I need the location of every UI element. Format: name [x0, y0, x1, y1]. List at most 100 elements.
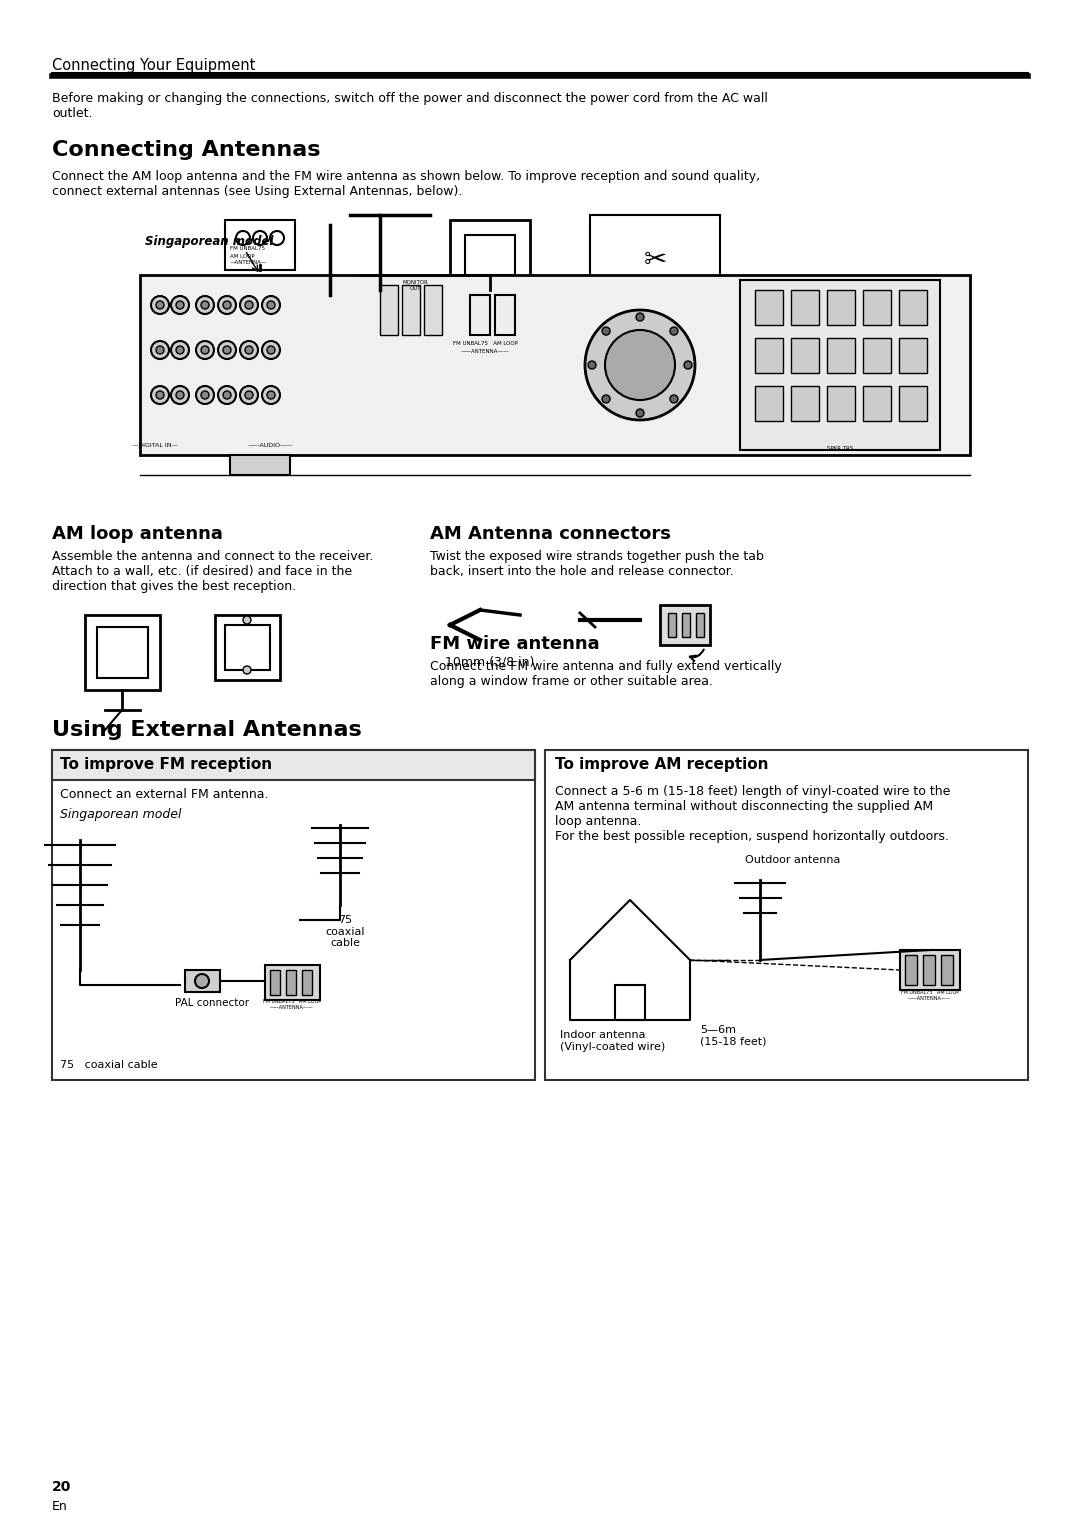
- Circle shape: [585, 310, 696, 420]
- Bar: [905, 955, 917, 984]
- Bar: [590, 215, 720, 305]
- Circle shape: [218, 386, 237, 404]
- Circle shape: [670, 327, 678, 336]
- Text: FM UNBAL75   AM LOOP: FM UNBAL75 AM LOOP: [901, 990, 959, 995]
- Circle shape: [176, 391, 184, 398]
- Circle shape: [195, 340, 214, 359]
- Circle shape: [267, 391, 275, 398]
- Text: AM LOOP: AM LOOP: [230, 253, 255, 259]
- Bar: [899, 386, 927, 421]
- Circle shape: [222, 301, 231, 308]
- Text: Assemble the antenna and connect to the receiver.
Attach to a wall, etc. (if des: Assemble the antenna and connect to the …: [52, 549, 374, 594]
- Circle shape: [605, 330, 675, 400]
- Bar: [863, 337, 891, 372]
- Circle shape: [602, 395, 610, 403]
- Bar: [97, 627, 148, 678]
- Text: Connect the AM loop antenna and the FM wire antenna as shown below. To improve r: Connect the AM loop antenna and the FM w…: [52, 169, 760, 198]
- Bar: [465, 235, 515, 275]
- Circle shape: [218, 296, 237, 314]
- Circle shape: [245, 391, 253, 398]
- Bar: [615, 984, 645, 1019]
- Circle shape: [201, 391, 210, 398]
- Bar: [669, 613, 676, 636]
- Text: Singaporean model: Singaporean model: [60, 807, 181, 821]
- Text: Connect a 5-6 m (15-18 feet) length of vinyl-coated wire to the
AM antenna termi: Connect a 5-6 m (15-18 feet) length of v…: [555, 784, 950, 842]
- Bar: [545, 749, 1028, 1080]
- Text: 75
coaxial
cable: 75 coaxial cable: [325, 916, 365, 948]
- Text: Singaporean model: Singaporean model: [145, 235, 273, 249]
- Text: 75   coaxial cable: 75 coaxial cable: [60, 1061, 158, 1070]
- Bar: [495, 295, 515, 336]
- Bar: [791, 386, 819, 421]
- Bar: [740, 279, 940, 450]
- Text: En: En: [52, 1500, 68, 1512]
- Text: Connecting Your Equipment: Connecting Your Equipment: [52, 58, 255, 73]
- Circle shape: [222, 391, 231, 398]
- Text: 10mm (3/8 in): 10mm (3/8 in): [445, 655, 535, 668]
- Text: Using External Antennas: Using External Antennas: [52, 720, 362, 740]
- Bar: [265, 964, 320, 1000]
- Circle shape: [262, 296, 280, 314]
- Circle shape: [262, 386, 280, 404]
- Text: PAL connector: PAL connector: [175, 998, 249, 1009]
- Bar: [755, 290, 783, 325]
- Circle shape: [602, 327, 610, 336]
- Circle shape: [195, 296, 214, 314]
- Circle shape: [156, 391, 164, 398]
- Bar: [185, 971, 220, 992]
- Bar: [923, 955, 935, 984]
- Circle shape: [151, 386, 168, 404]
- Circle shape: [267, 301, 275, 308]
- Circle shape: [201, 301, 210, 308]
- Bar: [899, 290, 927, 325]
- Bar: [791, 290, 819, 325]
- Circle shape: [636, 313, 644, 320]
- Circle shape: [156, 346, 164, 354]
- Circle shape: [240, 340, 258, 359]
- Text: Outdoor antenna: Outdoor antenna: [745, 855, 840, 865]
- Bar: [270, 971, 280, 995]
- Text: ——ANTENNA——: ——ANTENNA——: [908, 996, 951, 1001]
- Circle shape: [151, 340, 168, 359]
- Circle shape: [176, 301, 184, 308]
- Circle shape: [243, 617, 251, 624]
- Bar: [140, 275, 970, 455]
- Text: AM Antenna connectors: AM Antenna connectors: [430, 525, 671, 543]
- Circle shape: [171, 386, 189, 404]
- Text: MONITOR
OUT: MONITOR OUT: [402, 281, 428, 291]
- Bar: [899, 337, 927, 372]
- Circle shape: [245, 301, 253, 308]
- Bar: [827, 337, 855, 372]
- Text: To improve FM reception: To improve FM reception: [60, 757, 272, 772]
- Circle shape: [222, 346, 231, 354]
- Circle shape: [262, 340, 280, 359]
- Circle shape: [195, 974, 210, 987]
- Bar: [791, 337, 819, 372]
- Circle shape: [176, 346, 184, 354]
- Bar: [863, 386, 891, 421]
- Circle shape: [245, 346, 253, 354]
- Bar: [52, 749, 535, 780]
- Circle shape: [267, 346, 275, 354]
- Text: FM UNBAL75   AM LOOP: FM UNBAL75 AM LOOP: [262, 1000, 321, 1004]
- Bar: [215, 615, 280, 681]
- Text: ——ANTENNA——: ——ANTENNA——: [461, 349, 510, 354]
- Bar: [681, 613, 690, 636]
- Circle shape: [171, 340, 189, 359]
- Text: 20: 20: [52, 1480, 71, 1494]
- Circle shape: [151, 296, 168, 314]
- Text: Connect an external FM antenna.: Connect an external FM antenna.: [60, 787, 269, 801]
- Text: ✂: ✂: [644, 246, 666, 275]
- Circle shape: [171, 296, 189, 314]
- Circle shape: [240, 386, 258, 404]
- Circle shape: [218, 340, 237, 359]
- Text: ——AUDIO——: ——AUDIO——: [247, 443, 293, 449]
- Text: FM UNBAL75   AM LOOP: FM UNBAL75 AM LOOP: [453, 340, 517, 346]
- Text: 5—6m
(15-18 feet): 5—6m (15-18 feet): [700, 1025, 767, 1047]
- Circle shape: [636, 409, 644, 417]
- Text: FM UNBAL75: FM UNBAL75: [230, 246, 265, 250]
- Text: ——ANTENNA——: ——ANTENNA——: [270, 1006, 314, 1010]
- Circle shape: [588, 362, 596, 369]
- Bar: [470, 295, 490, 336]
- Text: Before making or changing the connections, switch off the power and disconnect t: Before making or changing the connection…: [52, 92, 768, 121]
